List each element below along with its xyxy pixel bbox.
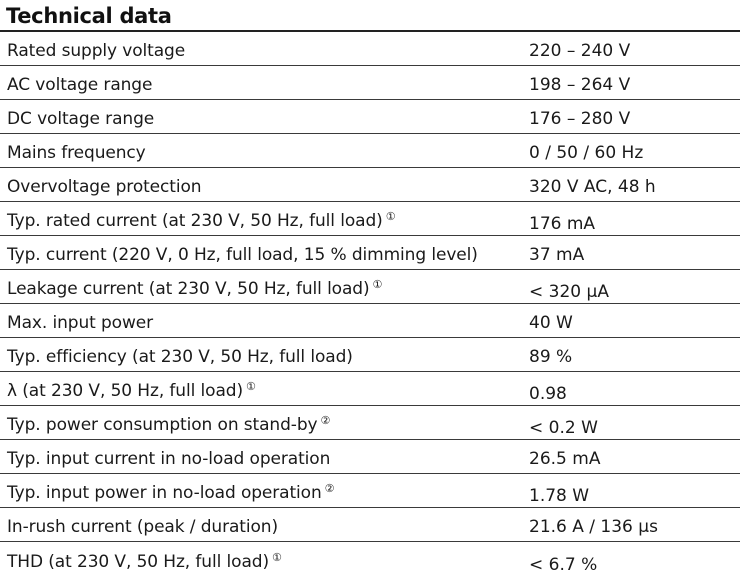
- spec-parameter: Typ. efficiency (at 230 V, 50 Hz, full l…: [7, 346, 353, 368]
- spec-row: Overvoltage protection 320 V AC, 48 h: [0, 168, 740, 202]
- footnote-marker: ②: [324, 482, 335, 495]
- spec-parameter: Typ. input current in no-load operation: [7, 448, 330, 470]
- spec-value: 320 V AC, 48 h: [529, 177, 656, 197]
- spec-row: Mains frequency 0 / 50 / 60 Hz: [0, 134, 740, 168]
- footnote-marker: ①: [385, 210, 396, 223]
- spec-parameter-text: Overvoltage protection: [7, 177, 202, 197]
- spec-parameter-text: DC voltage range: [7, 109, 155, 129]
- spec-value: 89 %: [529, 347, 573, 367]
- spec-value: < 6.7 %: [529, 555, 598, 575]
- spec-row: DC voltage range 176 – 280 V: [0, 100, 740, 134]
- spec-value: 26.5 mA: [529, 449, 601, 469]
- spec-value: 198 – 264 V: [529, 75, 631, 95]
- spec-parameter-text: Rated supply voltage: [7, 41, 186, 61]
- spec-parameter: Typ. rated current (at 230 V, 50 Hz, ful…: [7, 206, 396, 232]
- spec-parameter: Max. input power: [7, 312, 153, 334]
- spec-row: Typ. current (220 V, 0 Hz, full load, 15…: [0, 236, 740, 270]
- spec-parameter: Rated supply voltage: [7, 40, 185, 62]
- spec-parameter-text: Typ. rated current (at 230 V, 50 Hz, ful…: [7, 211, 383, 231]
- spec-row: Typ. efficiency (at 230 V, 50 Hz, full l…: [0, 338, 740, 372]
- spec-row: Typ. power consumption on stand-by ② < 0.…: [0, 406, 740, 440]
- footnote-marker: ①: [246, 380, 256, 393]
- section-title: Technical data: [6, 4, 172, 28]
- spec-parameter: Typ. current (220 V, 0 Hz, full load, 15…: [7, 244, 478, 266]
- spec-parameter-text: In-rush current (peak / duration): [7, 517, 278, 537]
- spec-value: 37 mA: [529, 245, 585, 265]
- spec-value: 1.78 W: [529, 486, 590, 506]
- spec-row: Max. input power 40 W: [0, 304, 740, 338]
- spec-parameter: AC voltage range: [7, 74, 152, 96]
- spec-parameter: Typ. power consumption on stand-by ②: [7, 410, 330, 436]
- spec-parameter-text: Leakage current (at 230 V, 50 Hz, full l…: [7, 279, 370, 299]
- spec-parameter: Typ. input power in no-load operation ②: [7, 478, 335, 504]
- spec-parameter-text: Typ. current (220 V, 0 Hz, full load, 15…: [7, 245, 478, 265]
- spec-parameter-text: Typ. input current in no-load operation: [7, 449, 331, 469]
- spec-row: Leakage current (at 230 V, 50 Hz, full l…: [0, 270, 740, 304]
- spec-value: < 0.2 W: [529, 418, 598, 438]
- footnote-marker: ①: [372, 278, 383, 291]
- spec-parameter-text: Typ. input power in no-load operation: [7, 483, 322, 503]
- spec-value: 176 – 280 V: [529, 109, 631, 129]
- spec-value: 21.6 A / 136 µs: [529, 517, 658, 537]
- spec-parameter-text: AC voltage range: [7, 75, 153, 95]
- spec-row: THD (at 230 V, 50 Hz, full load) ① < 6.7 …: [0, 542, 740, 576]
- spec-parameter: THD (at 230 V, 50 Hz, full load) ①: [7, 547, 282, 573]
- spec-row: In-rush current (peak / duration) 21.6 A…: [0, 508, 740, 542]
- spec-parameter: In-rush current (peak / duration): [7, 516, 278, 538]
- spec-value: 0.98: [529, 384, 567, 404]
- spec-value: < 320 µA: [529, 282, 609, 302]
- footnote-marker: ②: [320, 414, 331, 427]
- spec-value: 0 / 50 / 60 Hz: [529, 143, 644, 163]
- spec-value: 40 W: [529, 313, 573, 333]
- spec-row: λ (at 230 V, 50 Hz, full load) ① 0.98: [0, 372, 740, 406]
- spec-parameter-text: Typ. power consumption on stand-by: [7, 415, 318, 435]
- spec-parameter-text: THD (at 230 V, 50 Hz, full load): [7, 552, 269, 572]
- spec-value: 220 – 240 V: [529, 41, 631, 61]
- spec-row: Rated supply voltage 220 – 240 V: [0, 32, 740, 66]
- spec-parameter: DC voltage range: [7, 108, 154, 130]
- spec-parameter-text: Mains frequency: [7, 143, 146, 163]
- spec-parameter-text: Max. input power: [7, 313, 154, 333]
- spec-parameter-text: λ (at 230 V, 50 Hz, full load): [7, 381, 243, 401]
- spec-parameter-text: Typ. efficiency (at 230 V, 50 Hz, full l…: [7, 347, 353, 367]
- footnote-marker: ①: [272, 551, 282, 564]
- spec-row: Typ. input current in no-load operation …: [0, 440, 740, 474]
- spec-parameter: λ (at 230 V, 50 Hz, full load) ①: [7, 376, 256, 402]
- spec-row: Typ. rated current (at 230 V, 50 Hz, ful…: [0, 202, 740, 236]
- title-divider: [0, 30, 740, 32]
- spec-row: Typ. input power in no-load operation ② 1…: [0, 474, 740, 508]
- spec-value: 176 mA: [529, 214, 596, 234]
- spec-parameter: Mains frequency: [7, 142, 146, 164]
- spec-parameter: Overvoltage protection: [7, 176, 202, 198]
- spec-row: AC voltage range 198 – 264 V: [0, 66, 740, 100]
- spec-table: Rated supply voltage 220 – 240 V AC volt…: [0, 32, 740, 576]
- spec-parameter: Leakage current (at 230 V, 50 Hz, full l…: [7, 274, 382, 300]
